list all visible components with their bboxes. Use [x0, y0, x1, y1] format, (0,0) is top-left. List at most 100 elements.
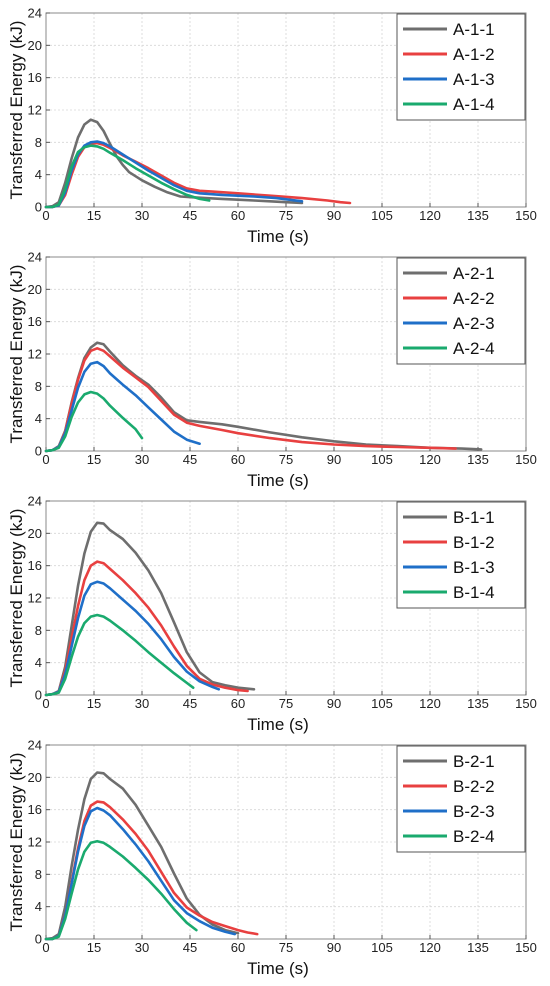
y-tick-label: 8	[35, 623, 42, 638]
x-tick-label: 150	[515, 208, 537, 223]
x-tick-label: 60	[231, 940, 245, 955]
legend-label: B-1-2	[453, 533, 495, 552]
x-tick-label: 105	[371, 940, 393, 955]
y-tick-label: 8	[35, 135, 42, 150]
y-tick-label: 12	[28, 347, 42, 362]
x-tick-label: 15	[87, 452, 101, 467]
y-tick-label: 16	[28, 558, 42, 573]
y-tick-label: 24	[28, 6, 42, 21]
series-line-A-2-2	[44, 347, 457, 453]
legend-label: B-2-1	[453, 752, 495, 771]
series-line-A-2-3	[44, 360, 201, 453]
y-tick-label: 20	[28, 282, 42, 297]
series-line-A-1-4	[44, 144, 211, 209]
y-tick-label: 24	[28, 250, 42, 265]
x-tick-label: 30	[135, 452, 149, 467]
y-tick-label: 12	[28, 835, 42, 850]
legend-label: A-2-3	[453, 314, 495, 333]
y-tick-label: 24	[28, 494, 42, 509]
legend-label: A-2-4	[453, 339, 495, 358]
x-tick-label: 120	[419, 940, 441, 955]
y-tick-label: 16	[28, 70, 42, 85]
y-tick-label: 20	[28, 38, 42, 53]
x-tick-label: 150	[515, 940, 537, 955]
series-line-B-2-4	[44, 839, 198, 941]
series-line-A-2-4	[44, 390, 144, 453]
series-line-B-1-4	[44, 613, 195, 697]
x-axis-title: Time (s)	[247, 471, 309, 490]
x-tick-label: 30	[135, 208, 149, 223]
x-tick-label: 120	[419, 452, 441, 467]
legend-label: B-2-3	[453, 802, 495, 821]
x-tick-label: 15	[87, 208, 101, 223]
x-tick-label: 90	[327, 452, 341, 467]
x-tick-label: 30	[135, 696, 149, 711]
x-tick-label: 45	[183, 696, 197, 711]
x-tick-label: 150	[515, 452, 537, 467]
x-tick-label: 15	[87, 940, 101, 955]
x-tick-label: 60	[231, 452, 245, 467]
x-axis-title: Time (s)	[247, 715, 309, 734]
series-line-B-2-1	[44, 771, 240, 941]
x-tick-label: 135	[467, 940, 489, 955]
y-tick-label: 0	[35, 688, 42, 703]
chart-panel-2: 0 15 30 45 60 75 90 105 120 135 150 0 4 8 12 16 20 24 Time…	[7, 250, 537, 491]
y-tick-label: 4	[35, 899, 42, 914]
legend-label: A-1-2	[453, 45, 495, 64]
y-tick-label: 24	[28, 738, 42, 753]
x-tick-label: 105	[371, 696, 393, 711]
y-tick-label: 8	[35, 867, 42, 882]
x-tick-label: 45	[183, 940, 197, 955]
y-axis-title: Transferred Energy (kJ)	[7, 753, 26, 932]
x-tick-label: 30	[135, 940, 149, 955]
series-line-A-1-1	[44, 118, 304, 209]
legend-label: B-2-4	[453, 827, 495, 846]
legend-box	[396, 13, 526, 121]
x-tick-label: 45	[183, 208, 197, 223]
legend-label: B-1-1	[453, 508, 495, 527]
x-axis-title: Time (s)	[247, 227, 309, 246]
x-tick-label: 105	[371, 452, 393, 467]
x-tick-label: 60	[231, 696, 245, 711]
chart-panel-4: 0 15 30 45 60 75 90 105 120 135 150 0 4 8 12 16 20 24 Time…	[7, 738, 537, 979]
y-tick-label: 0	[35, 200, 42, 215]
x-tick-label: 150	[515, 696, 537, 711]
series-line-B-1-1	[44, 521, 256, 697]
y-tick-label: 12	[28, 103, 42, 118]
legend-label: A-1-1	[453, 20, 495, 39]
x-tick-label: 90	[327, 208, 341, 223]
legend-box	[396, 501, 526, 609]
x-tick-label: 0	[42, 940, 49, 955]
y-tick-label: 0	[35, 932, 42, 947]
y-tick-label: 20	[28, 526, 42, 541]
x-tick-label: 75	[279, 208, 293, 223]
legend-label: B-2-2	[453, 777, 495, 796]
x-tick-label: 75	[279, 696, 293, 711]
y-tick-label: 4	[35, 411, 42, 426]
y-axis-title: Transferred Energy (kJ)	[7, 265, 26, 444]
legend-box	[396, 257, 526, 365]
x-tick-label: 135	[467, 452, 489, 467]
legend-label: A-2-2	[453, 289, 495, 308]
legend-label: A-1-4	[453, 95, 495, 114]
x-tick-label: 120	[419, 696, 441, 711]
x-tick-label: 60	[231, 208, 245, 223]
x-tick-label: 105	[371, 208, 393, 223]
x-axis-title: Time (s)	[247, 959, 309, 978]
x-tick-label: 15	[87, 696, 101, 711]
y-tick-label: 4	[35, 655, 42, 670]
series-line-B-1-3	[44, 580, 221, 697]
x-tick-label: 45	[183, 452, 197, 467]
series-line-B-2-3	[44, 806, 237, 941]
y-axis-title: Transferred Energy (kJ)	[7, 509, 26, 688]
chart-panel-3: 0 15 30 45 60 75 90 105 120 135 150 0 4 8 12 16 20 24 Time…	[7, 494, 537, 735]
x-tick-label: 90	[327, 696, 341, 711]
chart-panel-1: 0 15 30 45 60 75 90 105 120 135 150 0 4 8 12 16 20 24 Time…	[7, 6, 537, 247]
y-tick-label: 4	[35, 167, 42, 182]
x-tick-label: 75	[279, 940, 293, 955]
y-tick-label: 0	[35, 444, 42, 459]
y-tick-label: 16	[28, 802, 42, 817]
y-tick-label: 20	[28, 770, 42, 785]
x-tick-label: 135	[467, 208, 489, 223]
x-tick-label: 90	[327, 940, 341, 955]
